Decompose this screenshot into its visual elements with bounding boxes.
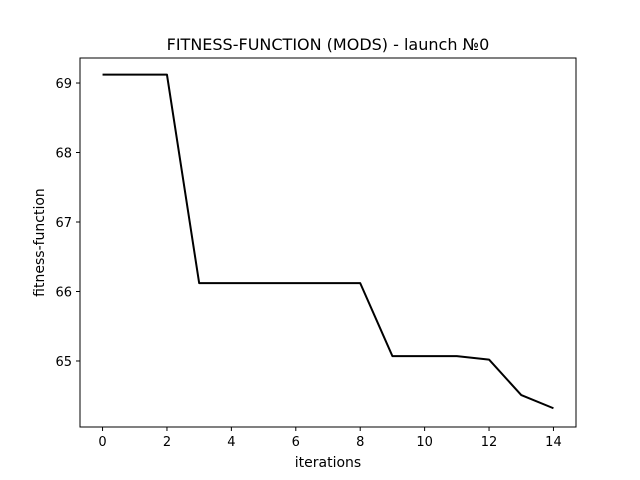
x-tick-label: 14: [545, 435, 562, 450]
x-tick-label: 4: [227, 435, 235, 450]
x-tick-label: 6: [292, 435, 300, 450]
y-axis: 65 66 67 68 69: [55, 77, 80, 370]
x-tick-label: 10: [416, 435, 433, 450]
y-axis-label: fitness-function: [32, 188, 48, 297]
y-tick-label: 69: [55, 77, 72, 92]
x-tick-label: 0: [98, 435, 106, 450]
x-tick-label: 2: [163, 435, 171, 450]
series-line: [102, 73, 554, 410]
x-axis: 0 2 4 6 8 10 12 14: [98, 427, 562, 450]
y-tick-label: 66: [55, 285, 72, 300]
x-tick-label: 12: [481, 435, 498, 450]
x-tick-label: 8: [356, 435, 364, 450]
chart-title: FITNESS-FUNCTION (MODS) - launch №0: [167, 35, 490, 54]
series-layer: [102, 73, 554, 410]
y-tick-label: 68: [55, 147, 72, 162]
plot-area-frame: [79, 57, 577, 428]
x-axis-label: iterations: [295, 455, 361, 471]
y-tick-label: 67: [55, 216, 72, 231]
y-tick-label: 65: [55, 355, 72, 370]
